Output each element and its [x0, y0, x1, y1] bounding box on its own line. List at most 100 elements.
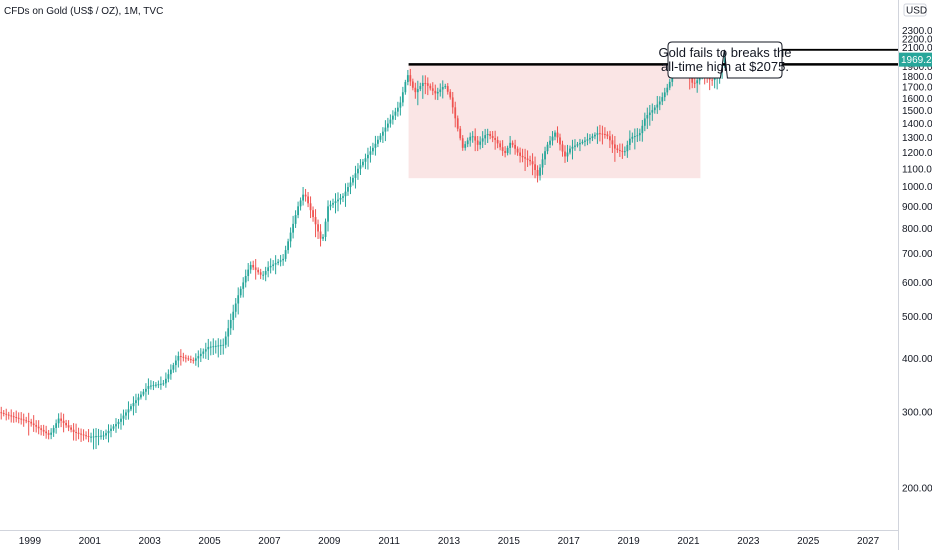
candle-body — [229, 320, 232, 329]
candle-body — [668, 81, 671, 88]
candle-body — [574, 145, 576, 147]
callout-bubble — [667, 41, 783, 79]
candle-body — [529, 159, 531, 162]
candle-body — [656, 104, 659, 108]
callout-text-line: Gold fails to breaks the — [659, 45, 792, 60]
candle-body — [342, 196, 344, 198]
candle-body — [344, 191, 347, 197]
candle-body — [698, 77, 701, 81]
candle-body — [604, 133, 606, 135]
candle-body — [544, 151, 546, 160]
candle-body — [267, 267, 270, 272]
candle-body — [102, 435, 105, 437]
candle-body — [22, 419, 25, 421]
candle-body — [90, 436, 92, 438]
candle-body — [416, 89, 419, 93]
candle-body — [189, 359, 192, 361]
candle-body — [569, 148, 571, 153]
candle-body — [384, 127, 387, 132]
candle-body — [145, 388, 147, 392]
y-tick-label: 1500.00 — [902, 106, 932, 117]
candle-body — [524, 157, 526, 159]
candle-body — [279, 260, 282, 262]
candle-body — [396, 107, 399, 112]
candle-body — [374, 143, 377, 148]
candle-body — [401, 92, 404, 103]
candle-body — [541, 159, 544, 168]
y-tick-label: 2200.00 — [902, 34, 932, 45]
candle-body — [219, 345, 222, 347]
candle-body — [367, 154, 369, 159]
candle-body — [381, 131, 384, 136]
candle-body — [264, 271, 267, 275]
candle-body — [556, 132, 559, 138]
candle-body — [249, 264, 252, 270]
candle-body — [708, 77, 711, 80]
candle-body — [391, 115, 394, 120]
candle-body — [414, 87, 417, 93]
y-tick-label: 400.00 — [902, 354, 932, 365]
candle-body — [589, 137, 591, 140]
candle-body — [32, 423, 35, 426]
candle-body — [364, 158, 367, 162]
candle-body — [15, 417, 18, 419]
candle-body — [157, 384, 160, 386]
candle-body — [204, 349, 207, 352]
x-tick-label: 2021 — [677, 536, 700, 547]
candle-body — [127, 409, 130, 413]
candle-body — [362, 161, 364, 166]
candle-body — [399, 102, 402, 108]
candle-body — [332, 202, 334, 205]
candle-body — [150, 385, 152, 387]
candle-body — [651, 110, 654, 113]
candle-body — [314, 217, 317, 225]
candle-body — [289, 232, 292, 242]
candle-body — [693, 82, 696, 84]
candle-body — [406, 75, 409, 83]
candle-body — [125, 412, 127, 416]
candle-body — [155, 384, 157, 386]
candle-body — [591, 136, 594, 138]
candle-body — [287, 241, 290, 251]
candle-body — [539, 167, 541, 176]
candle-body — [299, 200, 302, 207]
candle-body — [536, 170, 539, 176]
candle-body — [37, 426, 40, 429]
candle-body — [606, 134, 609, 137]
candle-body — [17, 417, 20, 419]
y-tick-label: 600.00 — [902, 278, 932, 289]
candle-body — [117, 421, 120, 425]
x-tick-label: 2001 — [79, 536, 102, 547]
chart-title: CFDs on Gold (US$ / OZ), 1M, TVC — [4, 6, 163, 17]
candle-body — [25, 420, 28, 422]
x-tick-label: 2007 — [258, 536, 281, 547]
candle-body — [479, 141, 482, 145]
candle-body — [199, 353, 202, 357]
candle-body — [164, 378, 167, 384]
y-tick-label: 1400.00 — [902, 119, 932, 130]
candle-body — [87, 436, 90, 438]
candle-body — [274, 263, 277, 265]
candle-body — [499, 143, 502, 148]
candle-body — [571, 146, 574, 149]
candle-body — [197, 356, 200, 359]
candle-body — [95, 436, 97, 438]
candle-body — [167, 374, 170, 379]
y-tick-label: 1900.00 — [902, 62, 932, 73]
candle-body — [663, 92, 666, 98]
candle-body — [444, 86, 447, 88]
candle-body — [456, 118, 459, 129]
x-tick-label: 2015 — [498, 536, 521, 547]
y-tick-label: 1100.00 — [902, 164, 932, 175]
candle-body — [282, 258, 285, 261]
candle-body — [501, 147, 504, 151]
candle-body — [471, 136, 474, 138]
candle-body — [222, 344, 225, 346]
candle-body — [626, 144, 629, 152]
x-tick-label: 2027 — [857, 536, 880, 547]
candle-body — [120, 418, 122, 422]
x-tick-label: 2025 — [797, 536, 820, 547]
x-tick-label: 2003 — [139, 536, 162, 547]
candle-body — [511, 142, 514, 145]
currency-label: USD — [906, 6, 927, 17]
